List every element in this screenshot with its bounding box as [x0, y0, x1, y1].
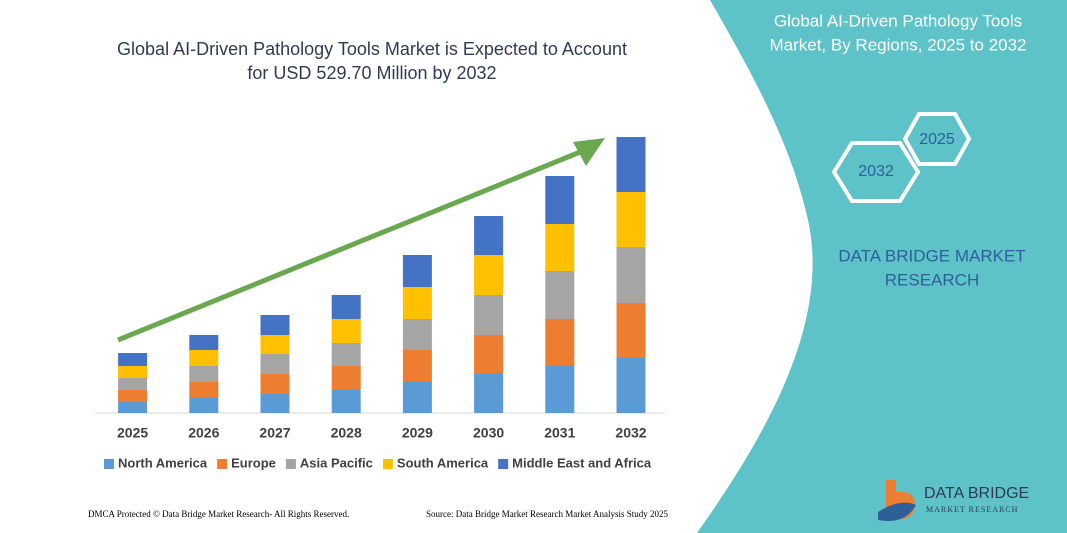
x-tick-label: 2026 — [188, 425, 219, 441]
legend-label: Europe — [231, 455, 276, 470]
bar-segment — [260, 374, 290, 394]
x-tick-label: 2030 — [473, 425, 504, 441]
hex-label: 2032 — [858, 163, 894, 180]
legend: North America Europe Asia Pacific South Ame… — [104, 455, 652, 470]
x-tick-label: 2028 — [331, 425, 362, 441]
trend-arrow — [117, 145, 591, 343]
bar-segment — [260, 335, 290, 354]
legend-swatch — [285, 459, 296, 469]
chart-title: for USD 529.70 Million by 2032 — [247, 63, 496, 83]
logo-name: DATA BRIDGE — [924, 485, 1029, 502]
bar-segment — [260, 354, 290, 374]
bar-segment — [118, 390, 148, 402]
x-tick-label: 2031 — [544, 425, 575, 441]
bar-segment — [331, 343, 361, 366]
bar-segment — [545, 176, 575, 224]
legend-label: South America — [397, 455, 489, 470]
side-panel — [697, 0, 1067, 533]
bar-segment — [474, 255, 504, 295]
bar-segment — [331, 319, 361, 343]
bar-segment — [189, 382, 219, 398]
bar-segment — [189, 398, 219, 413]
bar-segment — [545, 366, 575, 413]
chart-title: Global AI-Driven Pathology Tools Market … — [117, 39, 627, 59]
legend-swatch — [104, 459, 114, 469]
bar-segment — [402, 350, 432, 382]
x-tick-label: 2029 — [402, 425, 433, 441]
bar-segment — [331, 390, 361, 413]
bar-segment — [331, 366, 361, 390]
bar-segment — [189, 366, 219, 382]
hex-label: 2025 — [919, 131, 955, 148]
arrow-head — [573, 138, 605, 166]
bar-segment — [616, 137, 646, 192]
bar-segment — [118, 366, 148, 378]
bar-segment — [474, 374, 504, 413]
legend-label: Middle East and Africa — [512, 455, 652, 470]
bar-segment — [545, 271, 575, 319]
legend-label: North America — [118, 455, 208, 470]
bar-segment — [402, 319, 432, 350]
logo-mark — [878, 502, 916, 521]
bar-segment — [331, 295, 361, 319]
bar-segment — [118, 353, 148, 366]
bar-segment — [616, 247, 646, 303]
x-tick-label: 2025 — [117, 425, 148, 441]
bar-segment — [189, 350, 219, 366]
bar-segment — [474, 216, 504, 255]
hexagon — [902, 112, 972, 166]
bar-segment — [474, 335, 504, 374]
footer-left: DMCA Protected © Data Bridge Market Rese… — [88, 509, 349, 519]
legend-swatch — [382, 459, 393, 469]
bar-segment — [260, 394, 290, 413]
panel-title: Market, By Regions, 2025 to 2032 — [769, 35, 1026, 54]
legend-label: Asia Pacific — [300, 455, 373, 470]
footer-right: Source: Data Bridge Market Research Mark… — [426, 509, 668, 519]
hexagon — [831, 141, 921, 203]
bar-segment — [616, 358, 646, 413]
bar-segment — [616, 303, 646, 358]
panel-title: Global AI-Driven Pathology Tools — [774, 11, 1022, 30]
bar-segment — [402, 287, 432, 319]
bar-segment — [260, 315, 290, 335]
brand-text: RESEARCH — [885, 270, 979, 289]
brand-text: DATA BRIDGE MARKET — [838, 246, 1025, 265]
x-tick-label: 2032 — [615, 425, 646, 441]
bar-segment — [402, 255, 432, 287]
bar-segment — [474, 295, 504, 335]
legend-swatch — [217, 459, 228, 469]
bar-segment — [118, 378, 148, 390]
bar-segment — [545, 224, 575, 271]
bar-segment — [616, 192, 646, 247]
bar-segment — [545, 319, 575, 366]
legend-swatch — [498, 459, 509, 469]
bar-segment — [189, 335, 219, 350]
logo-tagline: MARKET RESEARCH — [926, 505, 1018, 514]
bar-segment — [118, 402, 148, 413]
bar-segment — [402, 382, 432, 413]
x-tick-label: 2027 — [259, 425, 290, 441]
